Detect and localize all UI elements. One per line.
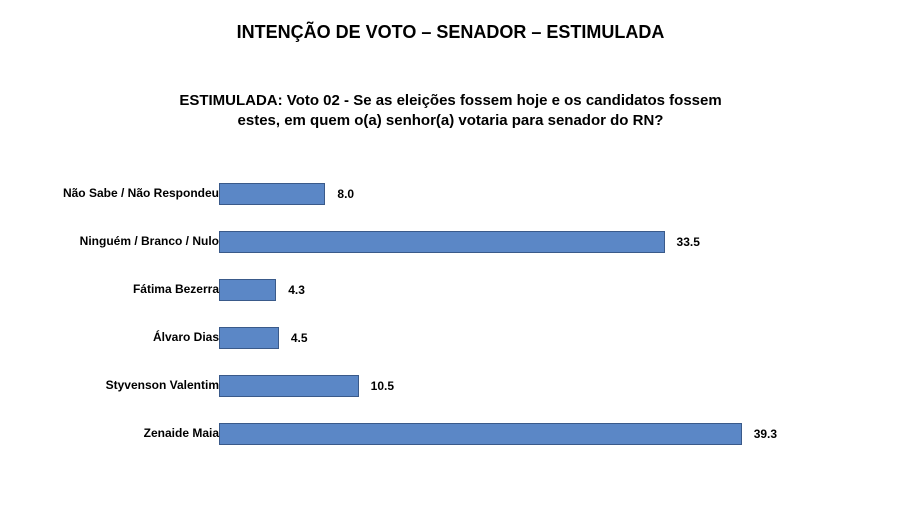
category-label: Não Sabe / Não Respondeu bbox=[63, 186, 219, 200]
chart-row: Ninguém / Branco / Nulo 33.5 bbox=[0, 227, 901, 257]
bar-chart: Não Sabe / Não Respondeu 8.0 Ninguém / Bra… bbox=[0, 175, 901, 485]
page-title: INTENÇÃO DE VOTO – SENADOR – ESTIMULADA bbox=[0, 0, 901, 43]
bar bbox=[219, 183, 325, 205]
chart-row: Não Sabe / Não Respondeu 8.0 bbox=[0, 179, 901, 209]
value-label: 33.5 bbox=[677, 235, 700, 249]
category-label: Fátima Bezerra bbox=[133, 282, 219, 296]
value-label: 4.5 bbox=[291, 331, 308, 345]
value-label: 4.3 bbox=[288, 283, 305, 297]
bar bbox=[219, 423, 742, 445]
chart-row: Álvaro Dias 4.5 bbox=[0, 323, 901, 353]
value-label: 10.5 bbox=[371, 379, 394, 393]
bar bbox=[219, 327, 279, 349]
value-label: 8.0 bbox=[337, 187, 354, 201]
category-label: Zenaide Maia bbox=[144, 426, 219, 440]
category-label: Styvenson Valentim bbox=[106, 378, 219, 392]
category-label: Álvaro Dias bbox=[153, 330, 219, 344]
chart-row: Fátima Bezerra 4.3 bbox=[0, 275, 901, 305]
bar bbox=[219, 231, 665, 253]
chart-title: ESTIMULADA: Voto 02 - Se as eleições fos… bbox=[171, 43, 731, 132]
bar bbox=[219, 279, 276, 301]
chart-row: Zenaide Maia 39.3 bbox=[0, 419, 901, 449]
bar bbox=[219, 375, 359, 397]
category-label: Ninguém / Branco / Nulo bbox=[80, 234, 219, 248]
chart-row: Styvenson Valentim 10.5 bbox=[0, 371, 901, 401]
value-label: 39.3 bbox=[754, 427, 777, 441]
